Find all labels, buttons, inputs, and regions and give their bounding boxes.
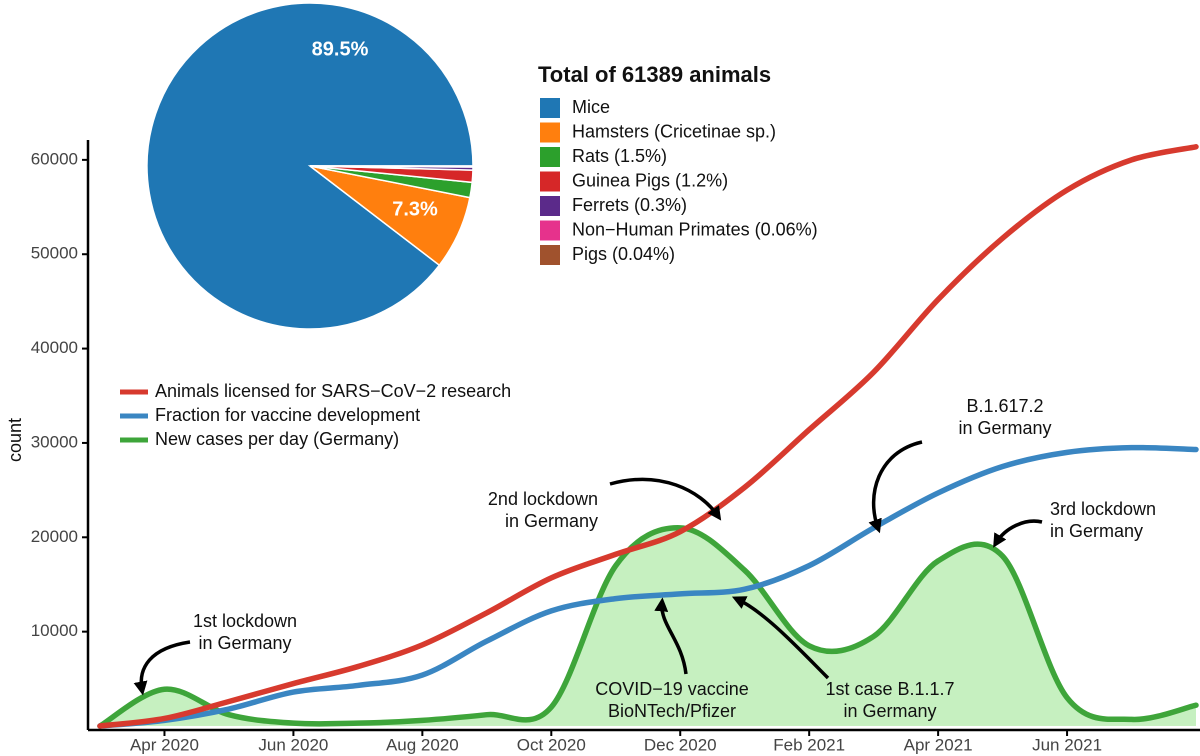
annotation: in Germany: [958, 418, 1051, 438]
legend-label: New cases per day (Germany): [155, 429, 399, 449]
arrow: [731, 596, 830, 680]
legend-label: Pigs (0.04%): [572, 244, 675, 264]
y-tick-label: 10000: [31, 621, 78, 640]
x-tick-label: Aug 2020: [386, 735, 459, 754]
legend-swatch: [540, 245, 560, 265]
annotation: in Germany: [1050, 521, 1143, 541]
y-tick-label: 20000: [31, 527, 78, 546]
x-tick-label: Feb 2021: [773, 735, 845, 754]
line: [97, 144, 1199, 729]
legend-label: Guinea Pigs (1.2%): [572, 170, 728, 190]
legend-label: Animals licensed for SARS−CoV−2 research: [155, 381, 511, 401]
line: [97, 444, 1199, 729]
x-tick-label: Apr 2020: [130, 735, 199, 754]
arrow: [993, 519, 1043, 548]
y-tick-label: 60000: [31, 149, 78, 168]
legend-label: Ferrets (0.3%): [572, 195, 687, 215]
legend-label: Hamsters (Cricetinae sp.): [572, 121, 776, 141]
annotation: COVID−19 vaccine: [595, 679, 749, 699]
annotation: 1st lockdown: [193, 611, 297, 631]
annotation: in Germany: [843, 701, 936, 721]
legend-label: Mice: [572, 97, 610, 117]
pie: 89.5% 7.3%: [146, 2, 474, 330]
legend-swatch: [540, 122, 560, 143]
y-tick-label: 50000: [31, 244, 78, 263]
annotation: in Germany: [198, 633, 291, 653]
annotation: BioNTech/Pfizer: [608, 701, 736, 721]
y-axis-label: count: [5, 418, 25, 462]
x-tick-label: Apr 2021: [904, 735, 973, 754]
annotation: 3rd lockdown: [1050, 499, 1156, 519]
pie-slice: [146, 2, 474, 330]
x-tick-label: Dec 2020: [644, 735, 717, 754]
y-tick-label: 40000: [31, 338, 78, 357]
annotation: 2nd lockdown: [488, 489, 598, 509]
annotation: B.1.617.2: [966, 396, 1043, 416]
y-tick-label: 30000: [31, 432, 78, 451]
annotation: 1st case B.1.1.7: [825, 679, 954, 699]
legend-swatch: [540, 220, 560, 241]
arrow: [654, 597, 688, 675]
arrow: [133, 640, 191, 696]
legend-label: Rats (1.5%): [572, 146, 667, 166]
legend-swatch: [540, 171, 560, 192]
arrow: [868, 440, 923, 534]
slice-label: 7.3%: [392, 198, 438, 220]
plot-front: [97, 144, 1199, 729]
legend-label: Fraction for vaccine development: [155, 405, 420, 425]
legend-swatch: [540, 147, 560, 167]
legend-label: Non−Human Primates (0.06%): [572, 219, 818, 239]
legend-title: Total of 61389 animals: [538, 62, 771, 87]
x-tick-label: Jun 2020: [258, 735, 328, 754]
legend-swatch: [540, 196, 560, 216]
arrow: [609, 477, 722, 521]
slice-label: 89.5%: [312, 38, 369, 60]
x-tick-label: Jun 2021: [1032, 735, 1102, 754]
annotation: in Germany: [505, 511, 598, 531]
x-tick-label: Oct 2020: [517, 735, 586, 754]
line: [97, 525, 1199, 729]
legend-swatch: [540, 98, 560, 118]
